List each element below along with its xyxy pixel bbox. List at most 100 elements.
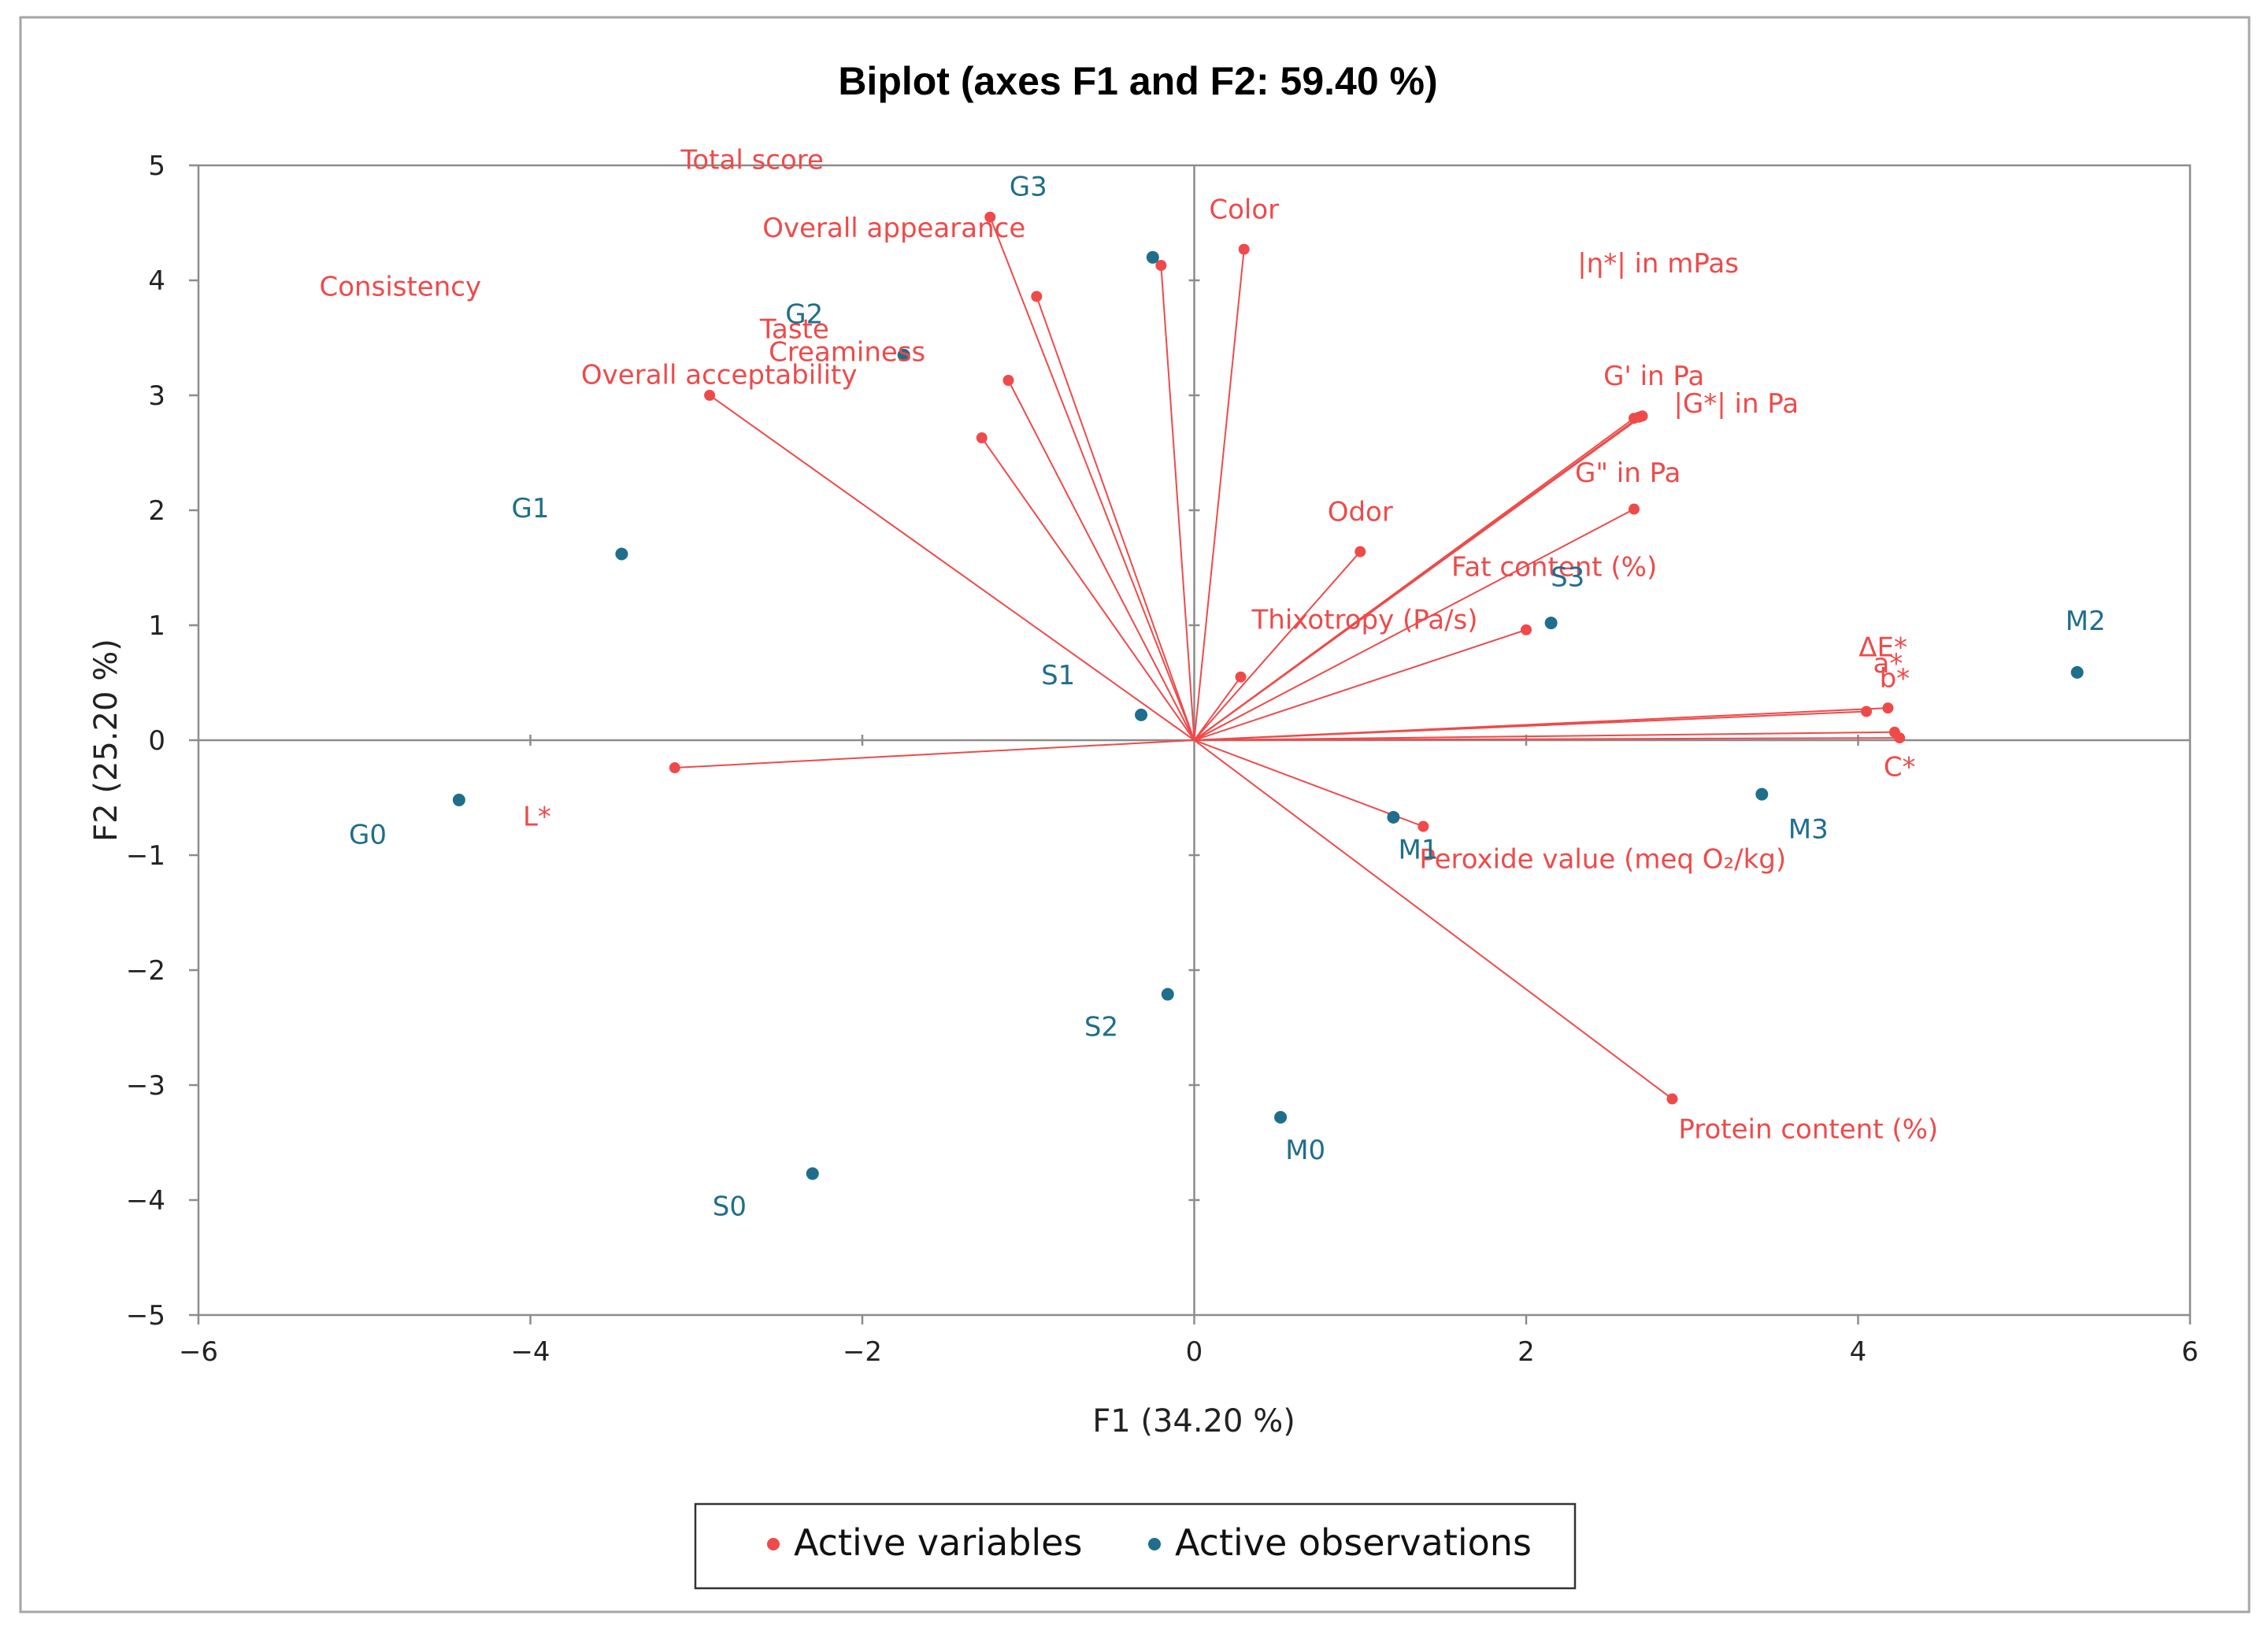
observation-point-s1 — [1135, 708, 1148, 721]
variable-point-g-in-pa — [1628, 503, 1640, 515]
variable-label-g-in-pa: G" in Pa — [1575, 458, 1681, 489]
observation-label-s2: S2 — [1084, 1012, 1118, 1043]
observation-label-m0: M0 — [1285, 1135, 1325, 1166]
x-axis-title: F1 (34.20 %) — [1092, 1403, 1295, 1439]
variable-point-consistency — [704, 390, 716, 401]
y-tick-label: 0 — [148, 725, 165, 757]
variable-point-g-in-pa — [1633, 411, 1645, 423]
vector-peroxide-value-meq-o-kg — [1194, 739, 1424, 828]
observation-label-s3: S3 — [1551, 562, 1584, 594]
observation-point-g2 — [897, 348, 910, 361]
variable-point-creaminess — [1155, 260, 1167, 272]
vector-total-score — [989, 217, 1195, 741]
variable-point-total-score — [984, 211, 996, 223]
y-tick-label: −3 — [126, 1070, 165, 1102]
variable-label-taste: Taste — [759, 313, 829, 345]
observation-point-s3 — [1544, 617, 1558, 630]
observation-label-g3: G3 — [1010, 171, 1047, 202]
observation-point-s0 — [806, 1167, 819, 1180]
observation-label-g2: G2 — [785, 298, 823, 330]
vector-odor — [1193, 550, 1362, 741]
y-tick-label: 5 — [148, 150, 165, 182]
y-tick-label: −5 — [126, 1300, 165, 1332]
observation-point-g0 — [452, 793, 465, 806]
variable-vectors — [674, 217, 1900, 1100]
observation-point-m3 — [1755, 787, 1769, 801]
x-tick-label: 2 — [1518, 1336, 1535, 1368]
x-tick-label: 0 — [1186, 1336, 1203, 1368]
vector-overall-appearance — [1036, 296, 1195, 741]
variable-label-e: ΔE* — [1858, 632, 1907, 664]
vector-l — [674, 739, 1195, 769]
variable-label-thixotropy-pa-s: Thixotropy (Pa/s) — [1251, 605, 1478, 636]
variable-label-overall-appearance: Overall appearance — [762, 213, 1025, 244]
variable-point-color — [1238, 243, 1250, 255]
vector-thixotropy-pa-s — [1193, 676, 1242, 741]
variable-point-taste — [1002, 375, 1014, 387]
variable-point-e — [1861, 706, 1873, 717]
observation-label-s1: S1 — [1041, 660, 1075, 691]
chart-title: Biplot (axes F1 and F2: 59.40 %) — [838, 59, 1437, 103]
x-tick-label: 6 — [2181, 1336, 2199, 1368]
vector-consistency — [709, 395, 1195, 741]
legend-variables-marker — [767, 1538, 780, 1550]
variable-point-fat-content — [1521, 624, 1532, 635]
variable-label-a: a* — [1873, 648, 1903, 680]
observation-label-g0: G0 — [349, 820, 387, 851]
observation-label-m3: M3 — [1788, 813, 1829, 845]
chart-frame — [19, 16, 2251, 1613]
variable-label-color: Color — [1209, 194, 1279, 225]
x-axis-ticks: −6 −4 −2 0 2 4 6 — [179, 735, 2199, 1368]
variable-label-peroxide-value-meq-o-kg: Peroxide value (meq O₂/kg) — [1419, 843, 1786, 875]
y-tick-label: −2 — [126, 955, 165, 987]
x-tick-label: −6 — [179, 1336, 218, 1368]
observation-labels: G3 G2 G1 G0 S1 S2 S0 S3 M0 M1 M2 M3 — [349, 171, 2106, 1222]
variable-point-a — [1882, 702, 1894, 714]
vector-g-in-pa — [1194, 508, 1635, 741]
variable-label-odor: Odor — [1328, 496, 1393, 528]
variable-point-overall-appearance — [1031, 291, 1043, 302]
observation-label-g1: G1 — [512, 493, 550, 524]
observation-label-m2: M2 — [2066, 606, 2106, 637]
observation-point-s2 — [1161, 987, 1174, 1001]
variable-label-consistency: Consistency — [320, 271, 482, 302]
observation-point-m0 — [1274, 1110, 1288, 1124]
observation-point-m1 — [1387, 810, 1400, 824]
variable-point-protein-content — [1666, 1093, 1678, 1105]
vector-color — [1193, 249, 1245, 741]
variable-label-b: b* — [1880, 663, 1910, 695]
legend-variables-label: Active variables — [794, 1521, 1082, 1564]
y-tick-label: 3 — [148, 380, 165, 412]
vector-c — [1194, 737, 1900, 741]
vector-b — [1194, 731, 1895, 741]
variable-label-l: L* — [523, 801, 551, 832]
y-tick-label: −4 — [126, 1185, 165, 1217]
variable-point-odor — [1354, 546, 1366, 558]
vector-fat-content — [1194, 628, 1527, 741]
variable-label-c: C* — [1884, 752, 1916, 784]
variable-label-in-mpas: |η*| in mPas — [1577, 248, 1739, 280]
x-tick-label: −4 — [510, 1336, 550, 1368]
variable-label-g-in-pa: G' in Pa — [1603, 361, 1704, 392]
vector-protein-content — [1193, 739, 1673, 1100]
observation-label-m1: M1 — [1399, 835, 1439, 866]
vector-overall-acceptability — [980, 437, 1195, 741]
variable-point-overall-acceptability — [976, 432, 988, 444]
variable-label-total-score: Total score — [680, 145, 824, 176]
observation-points — [452, 250, 2084, 1180]
observation-label-s0: S0 — [713, 1191, 747, 1222]
legend-observations-marker — [1148, 1538, 1161, 1550]
variable-label-fat-content: Fat content (%) — [1451, 552, 1657, 583]
observation-point-m2 — [2070, 665, 2084, 679]
variable-points — [669, 211, 1906, 1105]
y-axis-ticks: −5 −4 −3 −2 −1 0 1 2 3 4 5 — [126, 150, 1200, 1332]
variable-point-c — [1894, 732, 1906, 744]
y-tick-label: 2 — [148, 495, 165, 527]
legend-observations-label: Active observations — [1175, 1521, 1532, 1564]
variable-point-thixotropy-pa-s — [1235, 671, 1247, 683]
vector-g-in-pa — [1193, 416, 1640, 741]
legend: Active variables Active observations — [694, 1502, 1577, 1590]
observation-point-g1 — [615, 547, 628, 561]
